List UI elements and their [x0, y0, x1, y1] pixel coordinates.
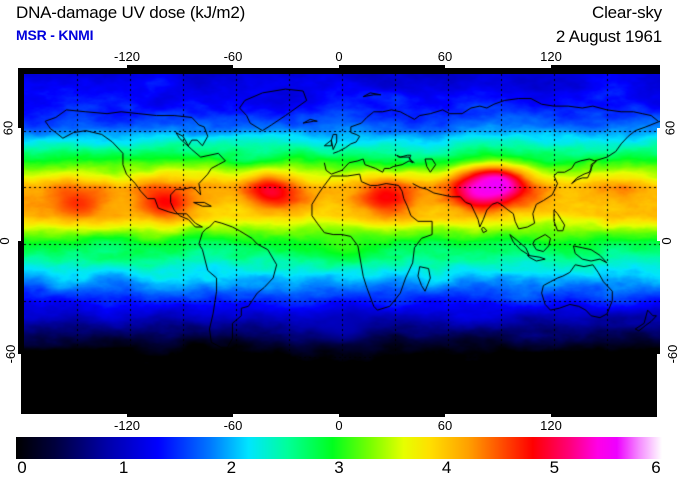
map-image-clip [24, 74, 660, 414]
source-label: MSR - KNMI [16, 27, 94, 43]
y-tick-label-right: 60 [662, 120, 678, 135]
x-tick-label-bottom: 120 [540, 418, 562, 433]
condition-label: Clear-sky [592, 3, 662, 22]
y-tick-label-right: 0 [659, 237, 675, 245]
x-tick-label-top: 0 [335, 49, 343, 64]
colorbar [16, 437, 662, 459]
colorbar-tick-label: 5 [549, 458, 560, 477]
x-tick-label-bottom: 0 [335, 418, 343, 433]
y-tick-label-left: -60 [2, 344, 18, 364]
x-tick-label-top: -120 [113, 49, 141, 64]
colorbar-tick-label: 2 [226, 458, 237, 477]
x-tick-label-bottom: -60 [223, 418, 243, 433]
colorbar-tick-label: 6 [651, 458, 661, 477]
colorbar-tick-label: 1 [118, 458, 129, 477]
map-plot-area [18, 65, 660, 417]
uv-dose-heatmap [24, 74, 660, 414]
page-title: DNA-damage UV dose (kJ/m2) [16, 3, 246, 22]
x-tick-label-bottom: 60 [437, 418, 453, 433]
colorbar-tick-label: 3 [334, 458, 344, 477]
x-tick-label-bottom: -120 [113, 418, 141, 433]
y-tick-label-left: 0 [0, 237, 12, 244]
x-tick-label-top: 120 [540, 49, 562, 64]
colorbar-tick-label: 4 [441, 458, 452, 477]
x-tick-label-top: 60 [437, 49, 453, 64]
y-tick-label-left: 60 [0, 120, 16, 135]
x-tick-label-top: -60 [223, 49, 243, 64]
y-tick-label-right: -60 [664, 344, 678, 364]
date-label: 2 August 1961 [555, 27, 662, 46]
colorbar-tick-label: 0 [17, 458, 27, 477]
